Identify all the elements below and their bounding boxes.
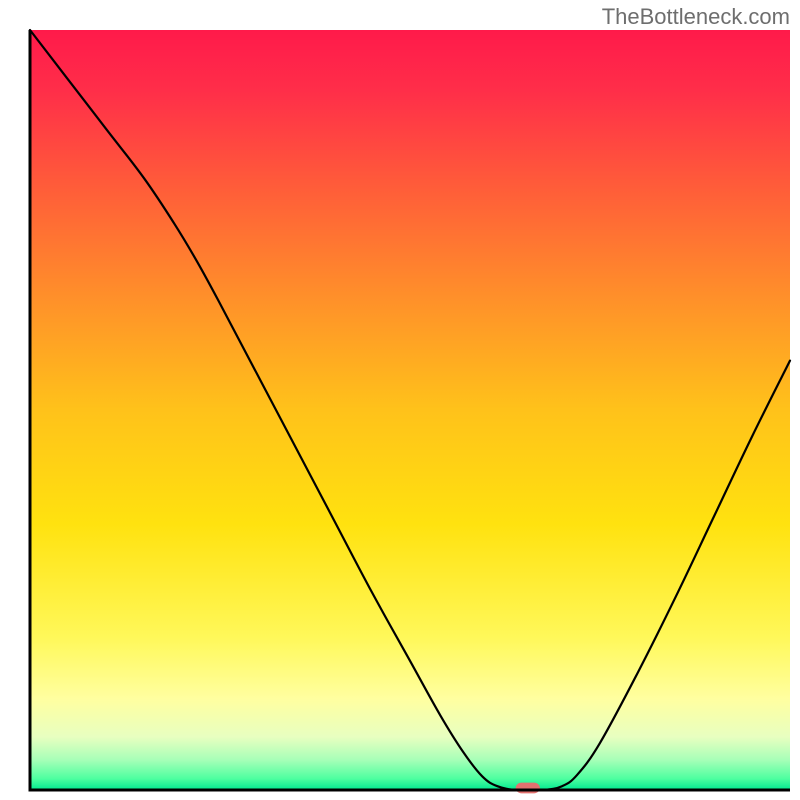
watermark-text: TheBottleneck.com <box>602 4 790 30</box>
plot-background <box>30 30 790 790</box>
chart-canvas <box>0 0 800 800</box>
bottleneck-chart: TheBottleneck.com <box>0 0 800 800</box>
optimal-marker <box>516 783 540 794</box>
